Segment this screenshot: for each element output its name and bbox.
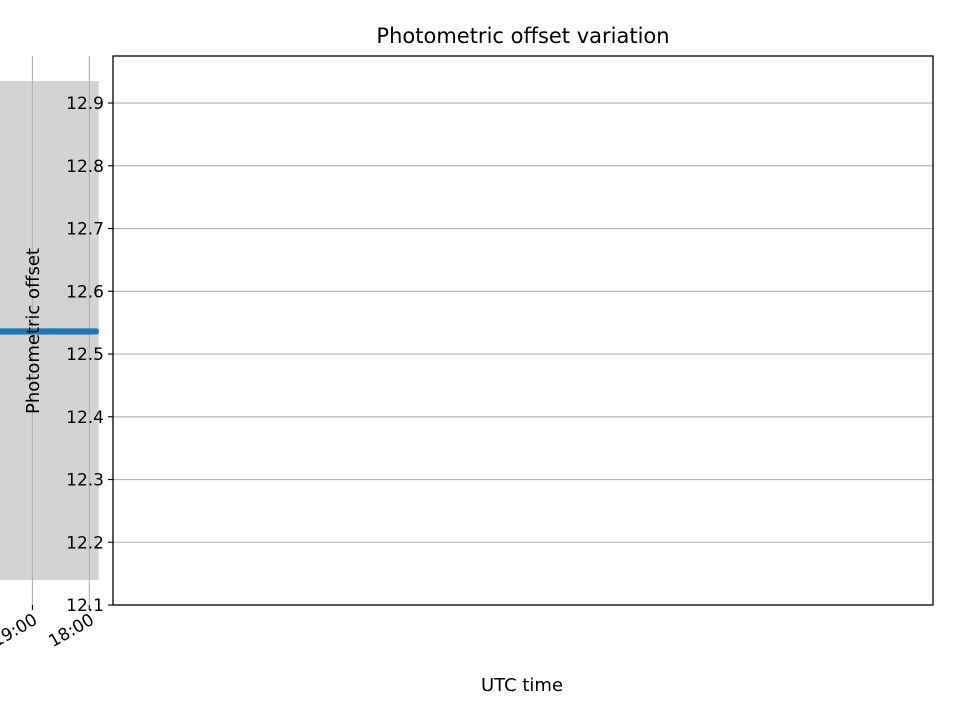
plot-frame [112, 55, 934, 606]
data-point [0, 328, 3, 335]
y-tick-label: 12.7 [66, 220, 104, 240]
y-axis-ticks: 12.1 12.2 12.3 12.4 12.5 12.6 12.7 12.8 12.9 [66, 94, 113, 616]
y-tick-label: 12.3 [66, 471, 104, 491]
data-points [0, 328, 100, 335]
y-tick-label: 12.1 [66, 596, 104, 616]
y-tick-label: 12.8 [66, 157, 104, 177]
y-tick-label: 12.4 [66, 408, 104, 428]
chart-title: Photometric offset variation [376, 24, 669, 48]
y-axis-title: Photometric offset [23, 248, 44, 414]
y-tick-label: 12.9 [66, 94, 104, 114]
y-tick-label: 12.2 [66, 533, 104, 553]
data-point [0, 329, 1, 334]
y-tick-label: 12.6 [66, 282, 104, 302]
x-axis-title: UTC time [481, 675, 563, 696]
y-tick-label: 12.5 [66, 345, 104, 365]
